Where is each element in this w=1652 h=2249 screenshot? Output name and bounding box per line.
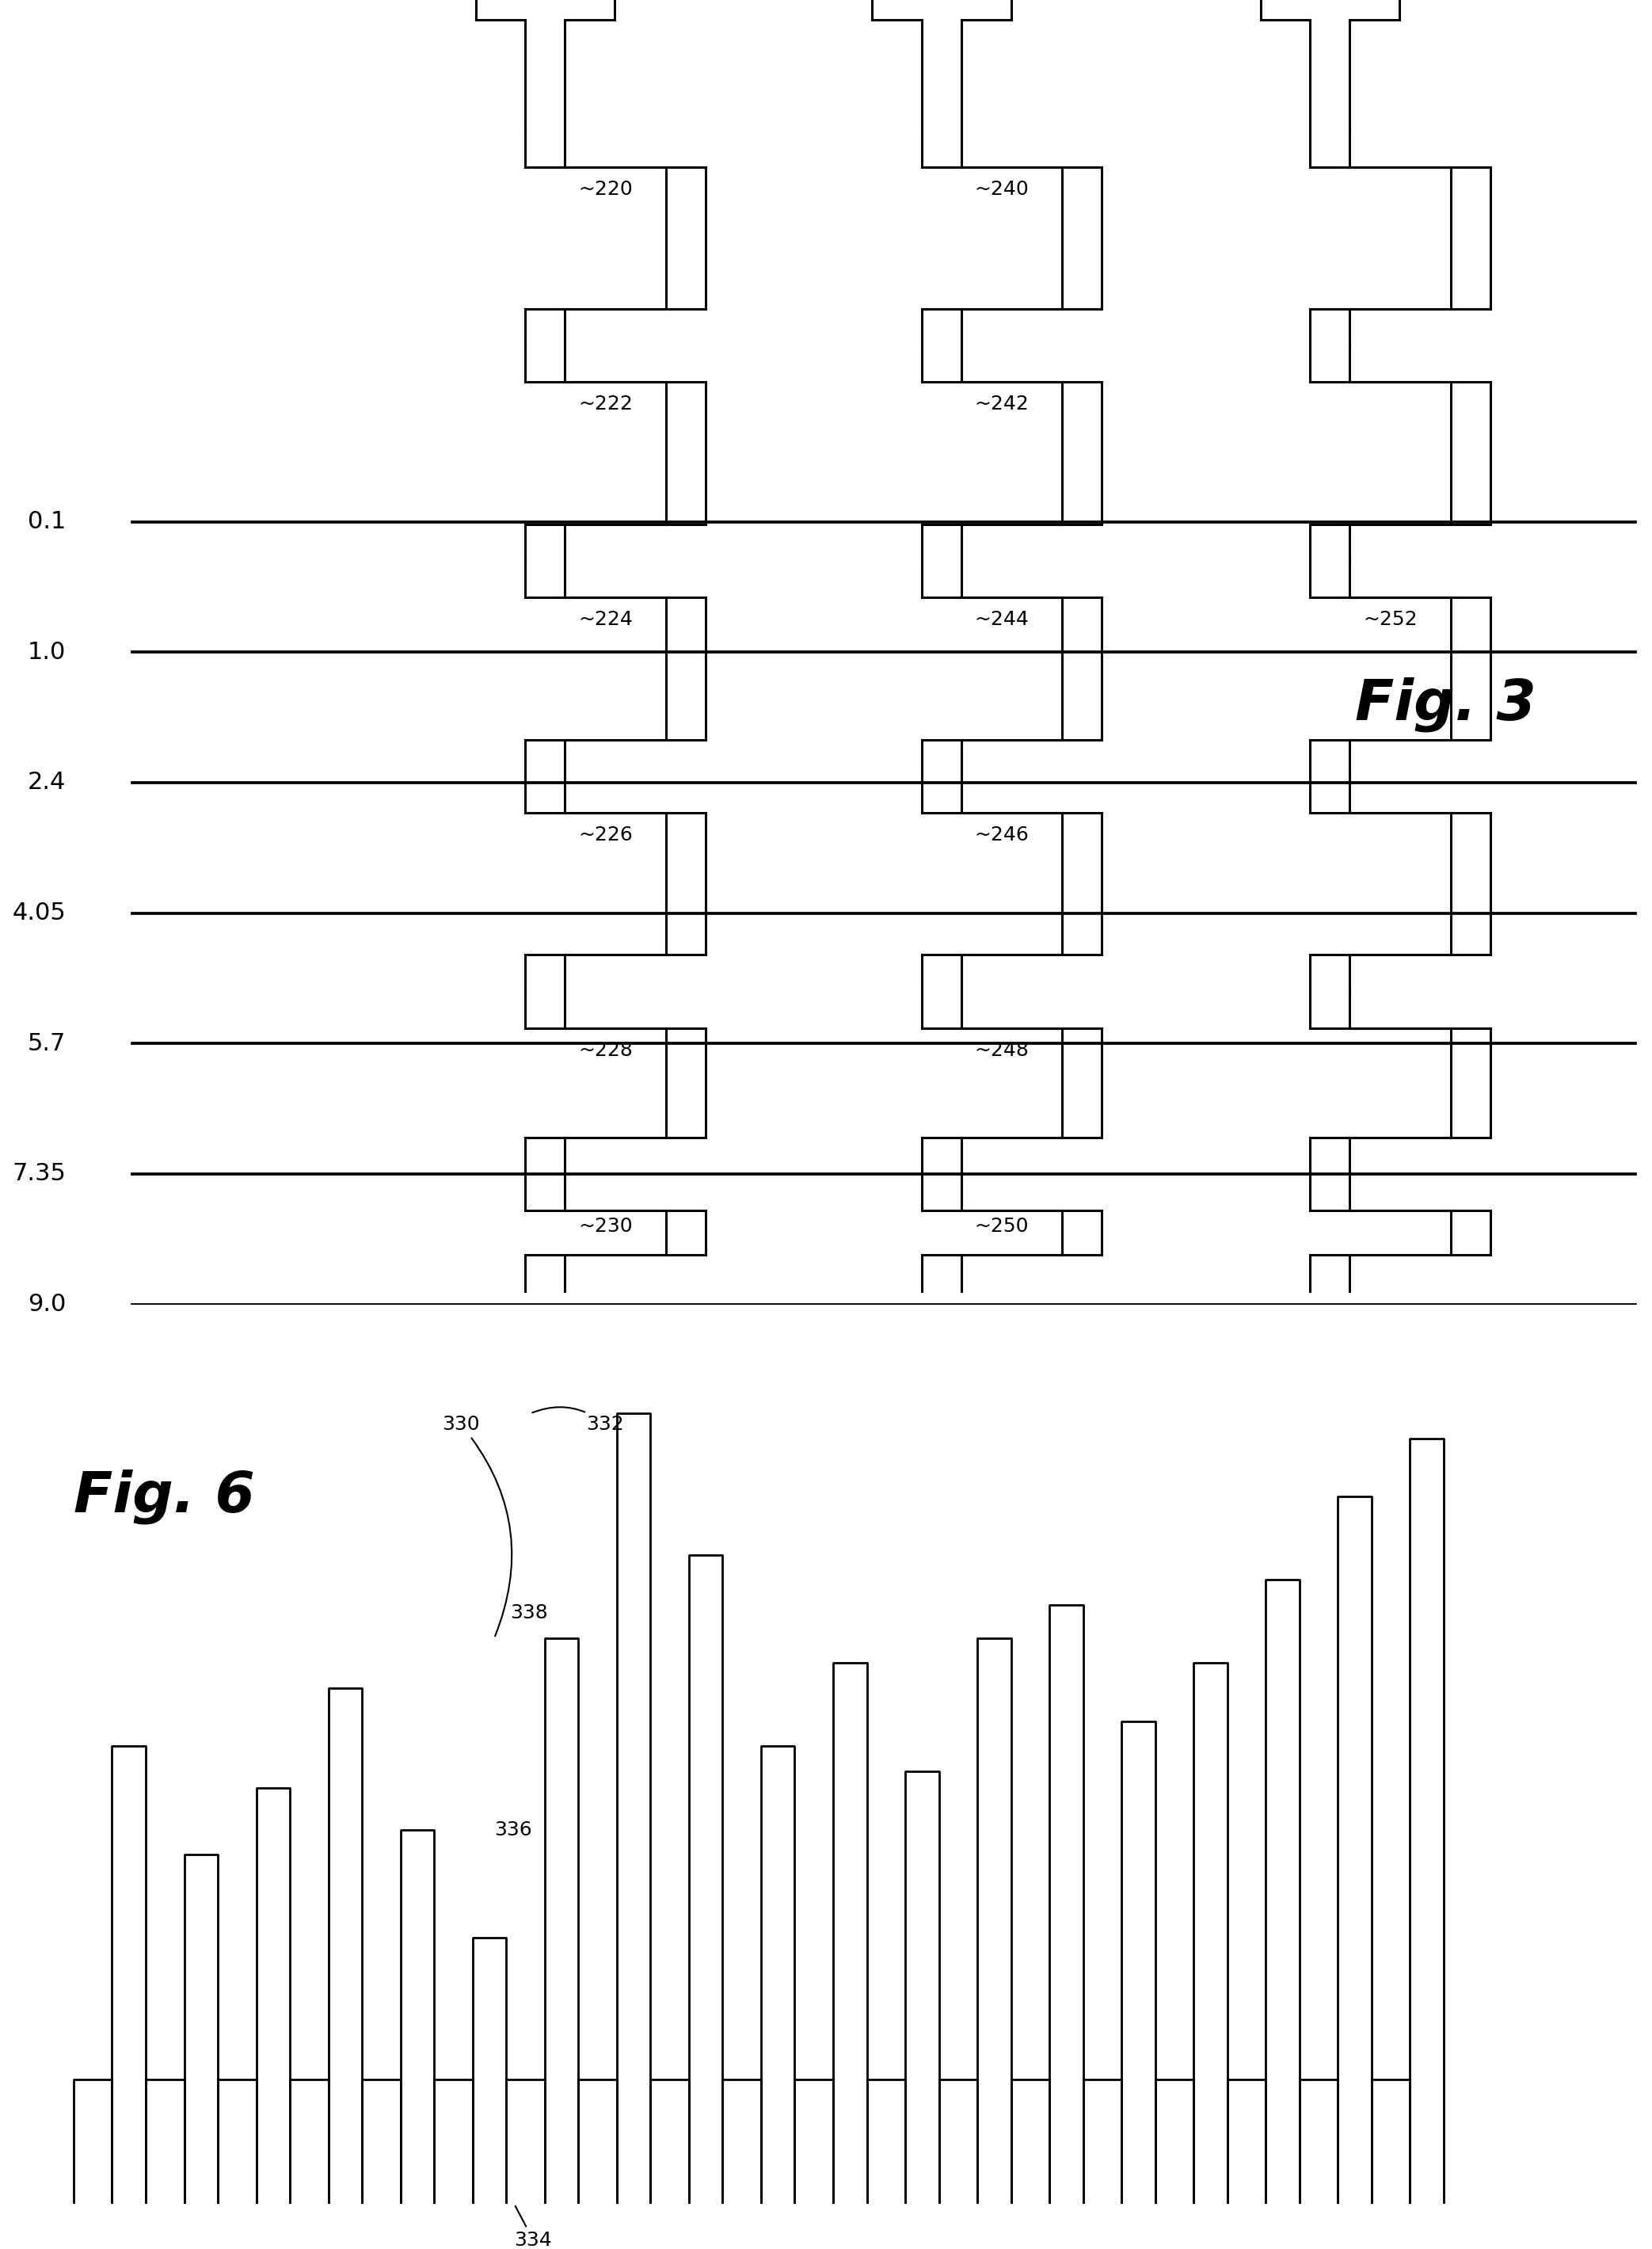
Text: 4.05: 4.05 <box>13 902 66 924</box>
Text: ~226: ~226 <box>578 825 633 843</box>
Text: 0.1: 0.1 <box>28 511 66 533</box>
Text: Fig. 6: Fig. 6 <box>74 1469 254 1525</box>
Text: ~244: ~244 <box>975 609 1029 630</box>
Text: 334: 334 <box>514 2206 552 2249</box>
Text: 5.7: 5.7 <box>28 1032 66 1055</box>
Text: 7.35: 7.35 <box>12 1163 66 1185</box>
Text: ~228: ~228 <box>578 1041 633 1059</box>
Text: 332: 332 <box>532 1408 624 1435</box>
Text: ~242: ~242 <box>975 396 1029 414</box>
Text: ~222: ~222 <box>578 396 633 414</box>
Text: 1.0: 1.0 <box>28 641 66 663</box>
Text: 330: 330 <box>443 1415 512 1635</box>
Text: ~220: ~220 <box>578 180 633 198</box>
Text: Fig. 3: Fig. 3 <box>1355 677 1536 731</box>
Text: ~248: ~248 <box>975 1041 1029 1059</box>
Text: ~250: ~250 <box>975 1217 1029 1235</box>
Text: 336: 336 <box>494 1819 532 1840</box>
Text: 338: 338 <box>510 1604 548 1624</box>
Text: 9.0: 9.0 <box>28 1293 66 1316</box>
Text: 2.4: 2.4 <box>28 771 66 794</box>
Text: ~224: ~224 <box>578 609 633 630</box>
Text: ~240: ~240 <box>975 180 1029 198</box>
Text: ~230: ~230 <box>578 1217 633 1235</box>
Text: ~252: ~252 <box>1363 609 1417 630</box>
Text: ~246: ~246 <box>975 825 1029 843</box>
